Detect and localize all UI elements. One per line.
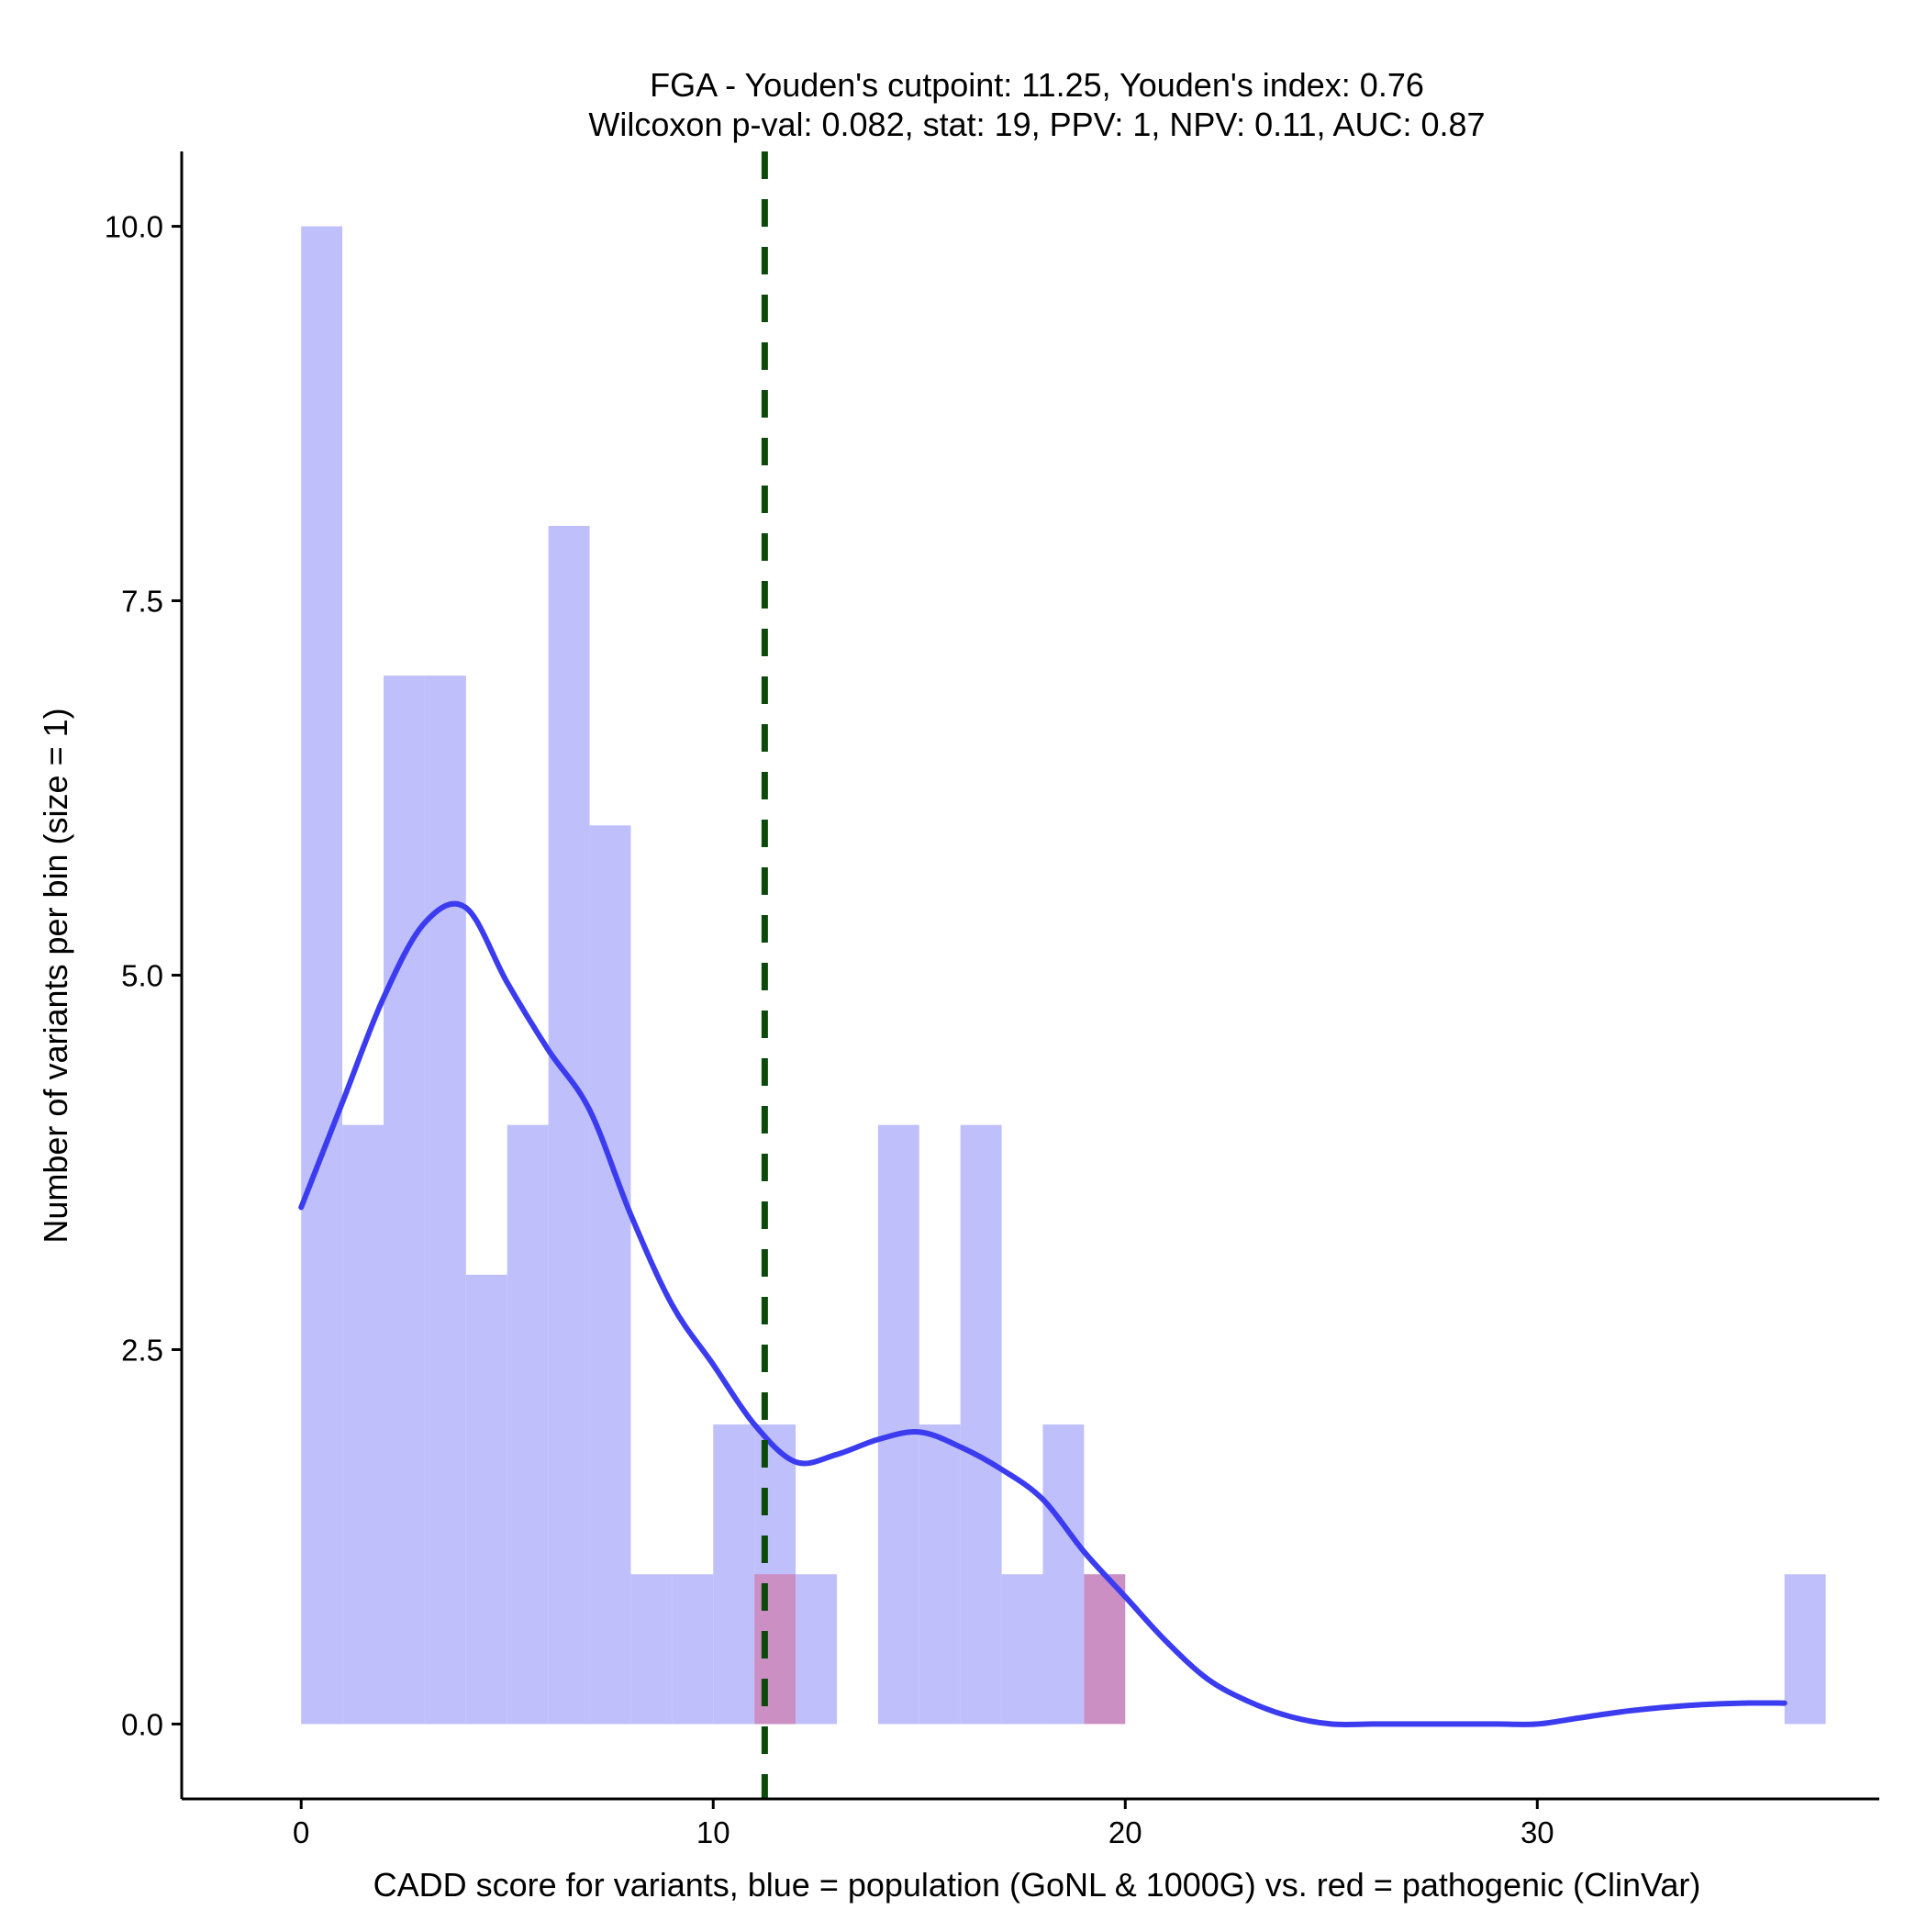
population-bar-5 [507,1124,549,1725]
population-bar-12 [796,1574,837,1725]
x-tick-label-0: 0 [293,1815,309,1849]
population-bar-6 [548,525,590,1725]
y-tick-label-4: 10.0 [105,210,163,244]
chart-title: FGA - Youden's cutpoint: 11.25, Youden's… [650,66,1424,104]
population-bar-14 [919,1424,961,1725]
population-bar-15 [960,1124,1002,1725]
y-tick-label-3: 7.5 [121,585,163,619]
chart-subtitle: Wilcoxon p-val: 0.082, stat: 19, PPV: 1,… [588,106,1485,143]
population-bar-7 [589,825,631,1725]
population-bar-3 [424,676,466,1725]
population-bar-18 [1784,1574,1826,1725]
x-tick-label-1: 10 [696,1815,730,1849]
population-bar-1 [342,1124,384,1725]
population-bar-13 [877,1124,919,1725]
y-ticks: 0.0 2.5 5.0 7.5 10.0 [105,210,182,1741]
y-tick-label-1: 2.5 [121,1333,163,1367]
x-tick-label-3: 30 [1520,1815,1554,1849]
population-bar-8 [630,1574,673,1725]
x-ticks: 0 10 20 30 [293,1799,1554,1849]
x-tick-label-2: 20 [1108,1815,1142,1849]
x-axis-label: CADD score for variants, blue = populati… [373,1866,1701,1904]
population-bar-17 [1042,1424,1085,1725]
population-bar-9 [672,1574,714,1725]
population-bar-4 [465,1274,507,1725]
axes: 0.0 2.5 5.0 7.5 10.0 0 10 20 30 [105,151,1879,1849]
population-bar-2 [384,676,425,1725]
pathogenic-bars [754,1574,1126,1725]
population-bar-16 [1001,1574,1043,1725]
y-axis-label: Number of variants per bin (size = 1) [37,708,74,1243]
population-bar-0 [301,226,343,1725]
population-bar-10 [713,1424,755,1725]
pathogenic-bar-1 [1084,1574,1126,1725]
density-curve [298,900,1788,1728]
pathogenic-bar-0 [754,1574,796,1725]
y-tick-label-2: 5.0 [121,959,163,993]
y-tick-label-0: 0.0 [121,1707,163,1741]
